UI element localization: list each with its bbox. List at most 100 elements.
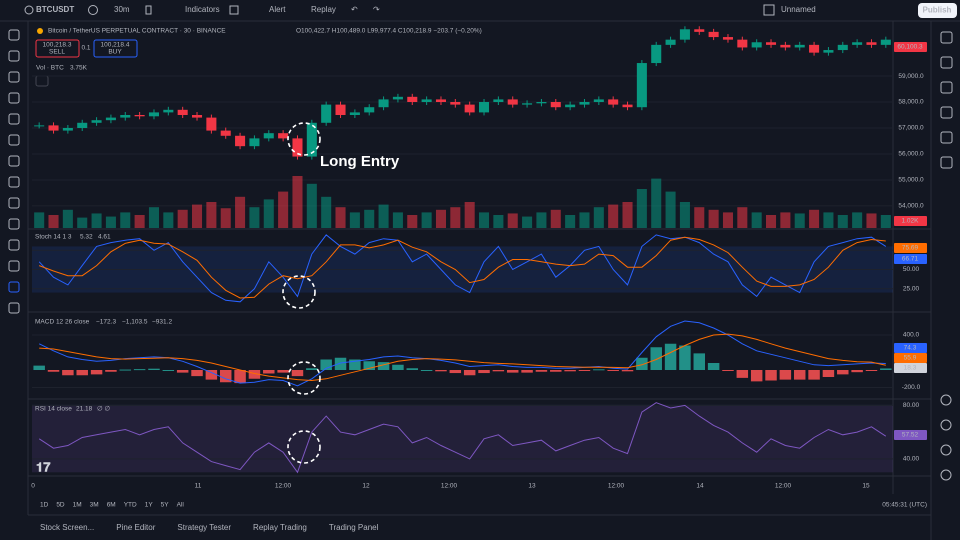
panel-icon[interactable]	[940, 106, 953, 119]
publish-button[interactable]	[918, 3, 957, 18]
tool-icon[interactable]	[8, 176, 20, 188]
range-button[interactable]: All	[177, 502, 185, 509]
macd-hist	[736, 370, 749, 378]
range-button[interactable]: 6M	[107, 502, 116, 509]
y-tick-label: 54,000.0	[898, 203, 924, 210]
chart-type[interactable]	[145, 5, 152, 15]
tool-icon[interactable]	[8, 302, 20, 314]
sell-label[interactable]: SELL	[49, 49, 65, 56]
x-tick-label: 13	[528, 483, 536, 490]
tool-icon[interactable]	[8, 29, 20, 41]
candle	[48, 125, 59, 131]
volume-bar	[392, 212, 403, 228]
interval[interactable]: 30m	[114, 5, 130, 14]
volume-bar	[536, 212, 547, 228]
candle	[565, 104, 576, 108]
layout-icon[interactable]	[763, 4, 775, 16]
buy-label[interactable]: BUY	[108, 49, 122, 56]
tool-icon[interactable]	[8, 260, 20, 272]
macd-hist	[33, 365, 45, 370]
candle	[866, 42, 877, 45]
macd-hist	[90, 370, 103, 375]
bottom-tab[interactable]: Pine Editor	[116, 523, 155, 532]
range-button[interactable]: 1M	[73, 502, 82, 509]
range-button[interactable]: YTD	[124, 502, 137, 509]
y-tick-label: 59,000.0	[898, 73, 924, 80]
tool-icon[interactable]	[8, 218, 20, 230]
macd-hist	[865, 370, 878, 371]
x-tick-label: 11	[195, 483, 202, 490]
macd-hist	[119, 369, 132, 371]
candle	[378, 99, 389, 108]
tool-icon[interactable]	[8, 239, 20, 251]
stoch-d-line	[39, 236, 886, 299]
volume-bar	[263, 199, 274, 228]
x-tick-label: 12:00	[775, 483, 792, 490]
panel-icon[interactable]	[940, 156, 953, 169]
layout-name[interactable]: Unnamed	[781, 5, 816, 14]
search-icon[interactable]	[24, 5, 34, 15]
panel-icon[interactable]	[940, 81, 953, 94]
bottom-tab[interactable]: Replay Trading	[253, 523, 307, 532]
candle	[852, 42, 863, 45]
undo[interactable]: ↶	[351, 5, 358, 14]
tool-icon[interactable]	[8, 155, 20, 167]
tool-icon[interactable]	[8, 71, 20, 83]
range-button[interactable]: 5Y	[161, 502, 170, 509]
left-toolbar	[8, 29, 20, 314]
macd-hist	[234, 370, 246, 384]
publish-label[interactable]: Publish	[923, 6, 952, 15]
range-button[interactable]: 5D	[56, 502, 65, 509]
alert[interactable]: Alert	[269, 5, 286, 14]
panel-icon[interactable]	[940, 31, 953, 44]
range-button[interactable]: 3M	[90, 502, 99, 509]
redo[interactable]: ↷	[373, 5, 380, 14]
macd-hist	[750, 370, 763, 382]
buy-price[interactable]: 100,218.4	[101, 42, 130, 49]
panel-icon[interactable]	[940, 469, 952, 481]
add-symbol[interactable]	[88, 5, 98, 15]
candle	[306, 122, 317, 157]
range-button[interactable]: 1D	[40, 502, 49, 509]
buy-button[interactable]	[93, 39, 138, 58]
coin-icon	[37, 28, 43, 34]
macd-hist	[621, 370, 634, 372]
bottom-tab[interactable]: Strategy Tester	[177, 523, 231, 532]
tool-icon[interactable]	[8, 134, 20, 146]
top-toolbar	[0, 0, 960, 21]
sell-price[interactable]: 100,218.3	[43, 42, 72, 49]
tool-icon[interactable]	[8, 50, 20, 62]
panel-icon[interactable]	[940, 56, 953, 69]
pane-title: MACD 12 26 close	[35, 319, 90, 326]
stoch-k-line	[38, 234, 887, 303]
tool-icon[interactable]	[8, 113, 20, 125]
volume-bar	[349, 212, 360, 228]
candle	[392, 96, 403, 100]
tool-icon[interactable]	[8, 197, 20, 209]
symbol[interactable]: BTCUSDT	[36, 5, 74, 14]
price-tag-label: 74.3	[904, 345, 917, 352]
macd-hist	[76, 370, 88, 376]
volume-bar	[852, 212, 863, 228]
x-tick-label: 15	[862, 483, 870, 490]
bottom-tab[interactable]: Trading Panel	[329, 523, 379, 532]
templates[interactable]	[229, 5, 239, 15]
range-button[interactable]: 1Y	[145, 502, 154, 509]
panel-icon[interactable]	[940, 444, 952, 456]
tool-icon[interactable]	[8, 92, 20, 104]
sell-button[interactable]	[35, 39, 80, 58]
panel-icon[interactable]	[940, 394, 952, 406]
volume-bar	[292, 176, 303, 228]
tool-icon[interactable]	[8, 281, 20, 293]
indicators[interactable]: Indicators	[185, 5, 220, 14]
panel-icon[interactable]	[940, 131, 953, 144]
price-tag-label: 1.02K	[902, 218, 920, 225]
pane-value: 5.32	[80, 234, 93, 241]
replay[interactable]: Replay	[311, 5, 336, 14]
volume-bar	[235, 196, 246, 228]
bottom-tab[interactable]: Stock Screen...	[40, 523, 94, 532]
panel-icon[interactable]	[940, 419, 952, 431]
price-tag-label: 18.3	[904, 365, 917, 372]
candle	[536, 102, 547, 104]
macd-hist	[377, 362, 390, 370]
